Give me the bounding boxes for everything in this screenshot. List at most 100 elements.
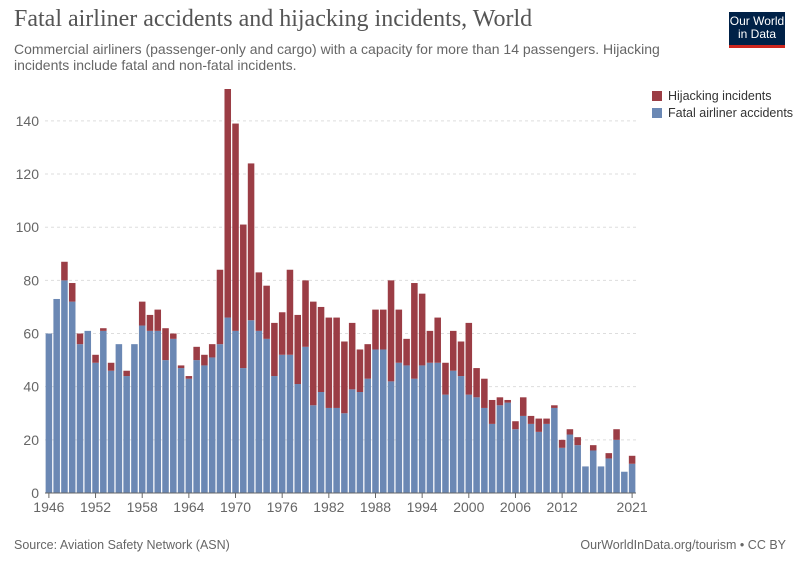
bar-hijacking-2006[interactable]: [512, 421, 519, 430]
bar-hijacking-2014[interactable]: [574, 437, 581, 446]
bar-fatal-1988[interactable]: [372, 349, 379, 493]
bar-fatal-2006[interactable]: [512, 429, 519, 493]
bar-fatal-1984[interactable]: [341, 413, 348, 493]
bar-hijacking-2012[interactable]: [558, 439, 566, 448]
bar-hijacking-2004[interactable]: [496, 397, 504, 406]
bar-fatal-1954[interactable]: [107, 370, 115, 493]
bar-fatal-1995[interactable]: [426, 362, 434, 493]
bar-hijacking-1992[interactable]: [403, 338, 410, 366]
bar-fatal-1973[interactable]: [255, 330, 263, 493]
bar-hijacking-1999[interactable]: [457, 341, 465, 377]
bar-fatal-1961[interactable]: [162, 360, 169, 493]
bar-hijacking-1952[interactable]: [92, 354, 99, 363]
bar-fatal-2017[interactable]: [597, 466, 605, 493]
bar-fatal-1976[interactable]: [278, 354, 286, 493]
bar-hijacking-1949[interactable]: [68, 283, 76, 302]
bar-fatal-1985[interactable]: [348, 389, 356, 493]
bar-fatal-1987[interactable]: [364, 378, 371, 493]
bar-hijacking-1980[interactable]: [310, 301, 317, 406]
bar-hijacking-1990[interactable]: [387, 280, 395, 382]
bar-fatal-1993[interactable]: [411, 378, 418, 493]
bar-hijacking-2019[interactable]: [613, 429, 620, 440]
bar-fatal-1960[interactable]: [154, 330, 162, 493]
bar-fatal-2019[interactable]: [613, 439, 620, 493]
bar-hijacking-1973[interactable]: [255, 272, 263, 331]
bar-fatal-1975[interactable]: [271, 376, 278, 493]
bar-hijacking-1974[interactable]: [263, 285, 270, 339]
bar-fatal-1966[interactable]: [201, 365, 208, 493]
bar-hijacking-1984[interactable]: [341, 341, 348, 414]
bar-fatal-1998[interactable]: [449, 370, 457, 493]
bar-hijacking-1948[interactable]: [61, 261, 68, 281]
bar-hijacking-1964[interactable]: [185, 376, 193, 379]
bar-hijacking-2013[interactable]: [566, 429, 574, 435]
bar-fatal-1962[interactable]: [170, 338, 177, 493]
bar-hijacking-1998[interactable]: [449, 330, 457, 371]
bar-hijacking-2011[interactable]: [551, 405, 558, 408]
bar-hijacking-1994[interactable]: [418, 293, 426, 366]
bar-fatal-1980[interactable]: [310, 405, 317, 493]
bar-hijacking-1989[interactable]: [380, 309, 387, 350]
bar-fatal-2021[interactable]: [628, 463, 636, 493]
bar-fatal-1965[interactable]: [193, 360, 200, 493]
bar-hijacking-1954[interactable]: [107, 362, 115, 371]
bar-hijacking-1961[interactable]: [162, 328, 169, 361]
bar-hijacking-1995[interactable]: [426, 330, 434, 363]
bar-hijacking-1967[interactable]: [208, 344, 216, 358]
bar-fatal-2012[interactable]: [558, 447, 566, 493]
bar-hijacking-1963[interactable]: [177, 365, 185, 369]
bar-hijacking-1968[interactable]: [216, 269, 224, 345]
bar-hijacking-2000[interactable]: [465, 322, 473, 395]
bar-fatal-1977[interactable]: [286, 354, 294, 493]
bar-fatal-2002[interactable]: [481, 407, 488, 493]
legend-item-hijacking[interactable]: Hijacking incidents: [652, 87, 793, 104]
bar-hijacking-1981[interactable]: [317, 306, 325, 392]
bar-hijacking-2007[interactable]: [519, 397, 527, 416]
bar-fatal-1979[interactable]: [302, 346, 309, 493]
bar-fatal-1963[interactable]: [177, 368, 185, 493]
bar-fatal-2020[interactable]: [621, 471, 628, 493]
bar-hijacking-2009[interactable]: [535, 418, 543, 432]
bar-fatal-1950[interactable]: [76, 344, 84, 493]
bar-fatal-1956[interactable]: [123, 376, 130, 493]
bar-hijacking-1972[interactable]: [247, 163, 255, 321]
bar-fatal-2005[interactable]: [504, 402, 511, 493]
bar-fatal-1948[interactable]: [61, 280, 68, 493]
bar-hijacking-1979[interactable]: [302, 280, 309, 347]
bar-fatal-2015[interactable]: [582, 466, 589, 493]
bar-hijacking-2016[interactable]: [589, 445, 597, 451]
bar-fatal-1991[interactable]: [395, 362, 403, 493]
bar-hijacking-1985[interactable]: [348, 322, 356, 390]
bar-fatal-2010[interactable]: [543, 423, 550, 493]
bar-hijacking-1978[interactable]: [294, 314, 301, 385]
bar-fatal-1946[interactable]: [45, 333, 53, 493]
bar-fatal-2008[interactable]: [527, 423, 535, 493]
bar-fatal-1999[interactable]: [457, 376, 465, 493]
bar-hijacking-1962[interactable]: [170, 333, 177, 339]
bar-hijacking-1993[interactable]: [411, 283, 418, 379]
bar-fatal-1951[interactable]: [84, 330, 92, 493]
bar-fatal-1970[interactable]: [232, 330, 239, 493]
bar-hijacking-1970[interactable]: [232, 123, 239, 331]
bar-fatal-2016[interactable]: [589, 450, 597, 493]
bar-fatal-1969[interactable]: [224, 317, 232, 493]
bar-fatal-1971[interactable]: [240, 368, 247, 493]
bar-fatal-1967[interactable]: [208, 357, 216, 493]
bar-fatal-1974[interactable]: [263, 338, 270, 493]
credit-link[interactable]: OurWorldInData.org/tourism • CC BY: [580, 538, 786, 552]
bar-hijacking-2005[interactable]: [504, 399, 511, 403]
bar-fatal-1964[interactable]: [185, 378, 193, 493]
bar-fatal-1972[interactable]: [247, 320, 255, 493]
bar-fatal-1983[interactable]: [333, 407, 340, 493]
bar-fatal-1986[interactable]: [356, 392, 364, 493]
bar-fatal-1952[interactable]: [92, 362, 99, 493]
bar-fatal-2001[interactable]: [473, 397, 480, 493]
bar-hijacking-1991[interactable]: [395, 309, 403, 363]
bar-hijacking-1950[interactable]: [76, 333, 84, 345]
bar-fatal-1978[interactable]: [294, 384, 301, 493]
bar-fatal-1981[interactable]: [317, 392, 325, 493]
bar-hijacking-1969[interactable]: [224, 89, 232, 318]
bar-fatal-1957[interactable]: [131, 344, 138, 493]
bar-fatal-1996[interactable]: [434, 362, 441, 493]
bar-fatal-2011[interactable]: [551, 407, 558, 493]
